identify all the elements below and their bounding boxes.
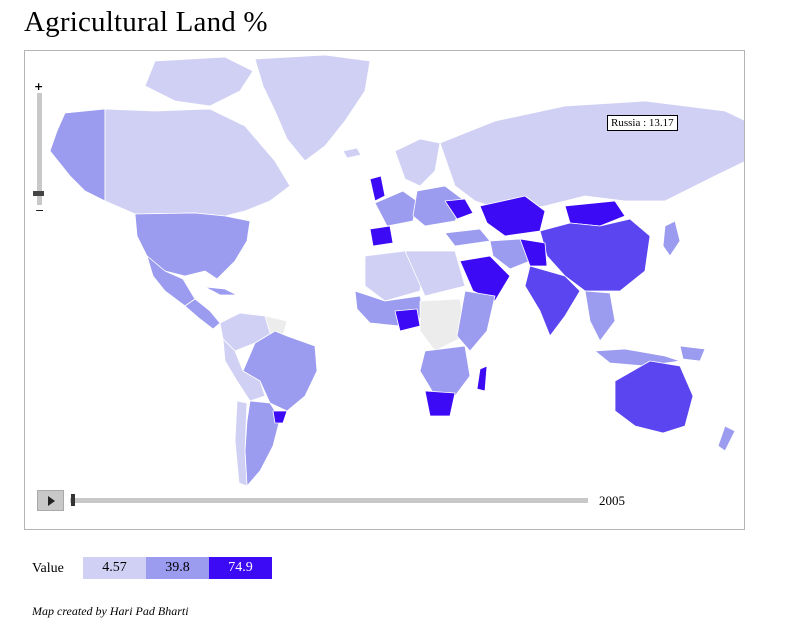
country-china: [539, 218, 651, 292]
legend-swatch-mid: 39.8: [146, 557, 209, 579]
country-turkey: [444, 228, 491, 247]
country-cuba: [204, 286, 238, 296]
zoom-track[interactable]: [37, 93, 42, 205]
legend-value-low: 4.57: [102, 560, 127, 575]
country-iran: [489, 238, 531, 270]
country-new-zealand: [717, 425, 736, 452]
country-afghanistan: [519, 238, 548, 267]
country-spain: [369, 225, 394, 247]
zoom-out-button[interactable]: −: [35, 204, 45, 217]
country-canada-islands: [144, 56, 254, 107]
country-ukraine: [444, 198, 474, 220]
country-scandinavia: [394, 138, 441, 187]
country-mongolia: [564, 200, 626, 227]
page-title: Agricultural Land %: [24, 6, 268, 38]
country-canada: [104, 108, 291, 217]
country-tooltip: Russia : 13.17: [607, 115, 678, 131]
country-central-america: [184, 298, 221, 330]
country-russia: [439, 100, 744, 212]
country-iceland: [342, 147, 362, 159]
legend-swatch-low: 4.57: [83, 557, 146, 579]
country-australia: [614, 360, 694, 434]
country-japan: [662, 220, 681, 257]
country-central-africa: [419, 298, 466, 352]
country-uk: [369, 175, 386, 202]
country-uruguay: [272, 410, 288, 424]
country-peru: [222, 338, 266, 402]
legend-value-high: 74.9: [228, 560, 253, 575]
country-greenland: [254, 54, 371, 162]
country-nigeria: [394, 308, 421, 332]
country-north-africa-east: [404, 250, 466, 297]
legend-value-mid: 39.8: [165, 560, 190, 575]
zoom-in-button[interactable]: +: [34, 80, 44, 93]
legend-label: Value: [32, 561, 64, 576]
country-chile: [234, 400, 248, 487]
country-madagascar: [476, 365, 488, 392]
world-map[interactable]: [25, 51, 745, 530]
country-png: [679, 345, 706, 362]
time-slider[interactable]: [70, 498, 588, 503]
legend-swatch-high: 74.9: [209, 557, 272, 579]
country-alaska: [49, 108, 106, 202]
map-container[interactable]: + − Russia : 13.17 2005: [24, 50, 745, 530]
country-saudi-arabia: [459, 255, 511, 302]
country-east-africa: [456, 290, 496, 352]
country-southern-africa: [419, 345, 471, 397]
country-eastern-europe: [412, 185, 466, 227]
country-south-africa: [424, 390, 456, 417]
map-credit: Map created by Hari Pad Bharti: [32, 604, 189, 618]
play-button[interactable]: [37, 490, 64, 511]
year-label: 2005: [599, 493, 625, 508]
country-india: [524, 265, 581, 337]
country-argentina: [244, 400, 281, 487]
time-slider-handle[interactable]: [71, 494, 75, 506]
country-indonesia: [594, 348, 681, 367]
legend: 4.57 39.8 74.9: [83, 557, 272, 579]
zoom-handle[interactable]: [33, 191, 44, 196]
zoom-control[interactable]: + −: [32, 81, 46, 221]
play-icon: [48, 496, 55, 506]
country-southeast-asia: [584, 290, 616, 342]
